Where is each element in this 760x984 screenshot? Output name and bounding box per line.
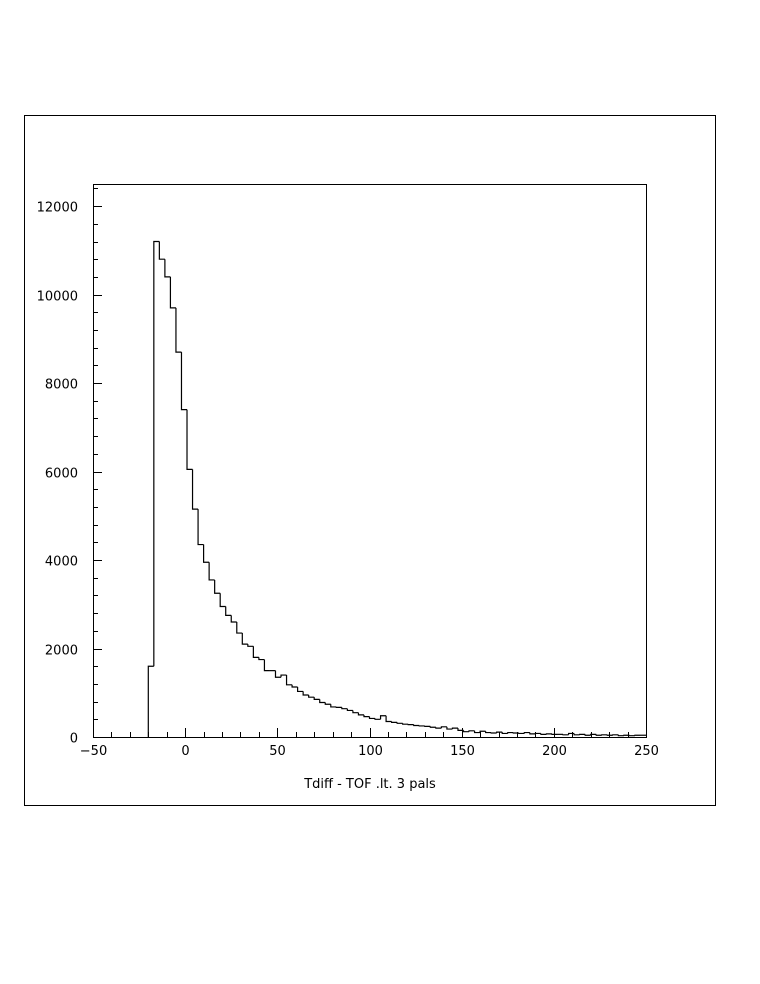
histogram-bin (468, 730, 475, 732)
histogram-bin (462, 730, 470, 733)
histogram-bin (324, 702, 331, 705)
x-tick-label: −50 (80, 744, 107, 759)
histogram-bin (485, 731, 492, 734)
x-axis-title: Tdiff - TOF .lt. 3 pals (303, 777, 436, 792)
x-tick-label: 50 (269, 744, 286, 759)
histogram-bin (374, 718, 381, 720)
x-tick-label: 100 (358, 744, 383, 759)
histogram-bin (523, 731, 530, 734)
histogram-bin (186, 409, 193, 470)
histogram-bin (501, 732, 508, 735)
histogram-bin (252, 646, 259, 658)
histogram-bin (230, 615, 237, 623)
histogram-bin (457, 728, 464, 731)
y-tick-label: 0 (70, 732, 78, 747)
histogram-bin (297, 687, 304, 693)
histogram-bin (413, 724, 420, 727)
y-tick-label: 2000 (45, 644, 78, 659)
histogram-bin (147, 665, 154, 737)
x-tick-label: 250 (634, 744, 659, 759)
histogram-bin (617, 734, 624, 737)
histogram-bin (236, 621, 243, 634)
y-tick-label: 4000 (45, 555, 78, 570)
histogram-bin (319, 699, 326, 704)
histogram-bin (191, 469, 199, 510)
histogram-bin (368, 716, 376, 720)
y-tick-label: 12000 (37, 201, 78, 216)
histogram-bin (330, 704, 337, 708)
histogram-bin (507, 731, 514, 734)
x-axis: −50 0 50 100 150 200 250 (80, 728, 659, 759)
histogram-bin (341, 707, 348, 710)
histogram-bin (258, 657, 265, 661)
histogram-bin (225, 606, 232, 616)
plot-frame (93, 184, 647, 738)
histogram-bin (169, 276, 176, 309)
y-tick-label: 10000 (37, 290, 78, 305)
y-tick-label: 6000 (45, 467, 78, 482)
histogram-bin (440, 726, 447, 729)
histogram-bin (391, 721, 398, 723)
histogram-bin (567, 732, 575, 735)
histogram-bin (590, 733, 597, 736)
histogram-bin (180, 352, 188, 411)
histogram-bin (285, 675, 293, 686)
x-tick-label: 200 (542, 744, 567, 759)
y-tick-label: 8000 (45, 378, 78, 393)
histogram-bin (214, 579, 221, 594)
histogram-bin (385, 715, 392, 723)
histogram-bin (153, 240, 160, 667)
histogram-bin (197, 509, 204, 546)
histogram-bin (203, 544, 210, 563)
histogram-bin (479, 730, 486, 733)
histogram-bin (435, 727, 442, 729)
histogram-bin (540, 733, 547, 735)
histogram-bin (175, 307, 182, 353)
histogram-bins (147, 240, 646, 737)
histogram-bin (274, 670, 282, 678)
histogram-bin (308, 694, 315, 698)
histogram-bin (247, 644, 254, 647)
histogram-bin (473, 730, 481, 734)
histogram-bin (363, 714, 370, 718)
histogram-bin (446, 726, 453, 730)
histogram-bin (164, 259, 171, 278)
histogram-bin (158, 241, 165, 260)
histogram-bin (429, 726, 436, 728)
histogram-bin (280, 674, 287, 678)
histogram-bin (379, 715, 387, 720)
histogram-bin (573, 733, 580, 736)
histogram-bin (241, 633, 248, 645)
histogram-bin (208, 562, 215, 581)
x-tick-label: 150 (450, 744, 475, 759)
histogram-bin (496, 731, 503, 734)
outer-frame (24, 115, 716, 806)
histogram-bin (291, 684, 298, 688)
histogram-bin (219, 593, 226, 608)
histogram-bin (402, 723, 409, 725)
histogram-bin (263, 659, 270, 672)
histogram-bin (451, 727, 458, 730)
histogram-bin (584, 734, 591, 736)
histogram-bin (357, 712, 364, 716)
histogram-bin (313, 697, 320, 700)
histogram-bin (595, 734, 602, 736)
histogram-bin (529, 732, 536, 735)
histogram-bin (396, 722, 403, 724)
histogram-bin (352, 710, 359, 714)
y-axis: 0 2000 4000 6000 8000 10000 12000 (37, 188, 102, 747)
histogram-bin (302, 691, 309, 696)
histogram-bin (346, 708, 353, 712)
x-tick-label: 0 (181, 744, 189, 759)
